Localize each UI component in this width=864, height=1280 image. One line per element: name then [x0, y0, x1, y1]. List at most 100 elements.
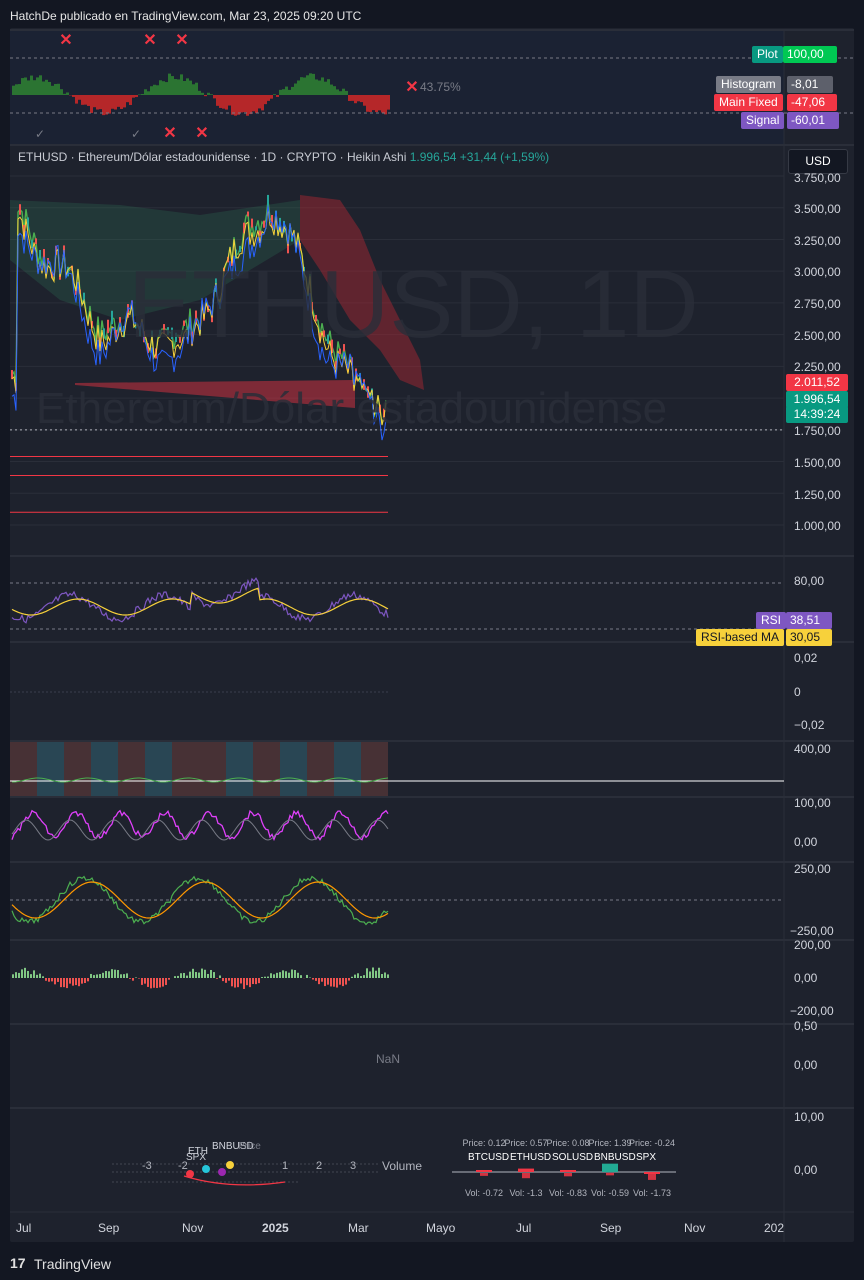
- candle: [147, 343, 149, 354]
- rsi-axis-label: 80,00: [794, 574, 825, 588]
- histogram-bar: [162, 978, 164, 987]
- rsi-value: 38,51: [786, 612, 832, 629]
- histogram-bar: [27, 970, 29, 978]
- currency-button[interactable]: USD: [788, 149, 848, 174]
- panel-background: [10, 940, 784, 1024]
- candle: [247, 211, 249, 217]
- histogram-bar: [147, 978, 149, 987]
- histogram-bar: [366, 95, 369, 112]
- histogram-bar: [273, 94, 276, 95]
- histogram-bar: [375, 95, 378, 113]
- histogram-bar: [102, 972, 104, 978]
- histogram-bar: [69, 978, 71, 984]
- candle: [127, 304, 129, 318]
- legend-histogram-label: Histogram: [716, 76, 781, 93]
- histogram-bar: [60, 89, 63, 95]
- candle: [195, 310, 197, 324]
- candle: [83, 292, 85, 304]
- histogram-bar: [222, 95, 225, 109]
- scatter-tick: -3: [142, 1160, 152, 1172]
- price-axis-label: 3.250,00: [794, 234, 841, 248]
- histogram-bar: [369, 95, 372, 112]
- histogram-bar: [51, 978, 53, 982]
- histogram-bar: [288, 972, 290, 978]
- candle: [115, 329, 117, 338]
- time-axis-label: Sep: [600, 1221, 622, 1235]
- band-block: [91, 742, 118, 796]
- histogram-bar: [168, 73, 171, 95]
- histogram-bar: [306, 974, 308, 978]
- candle: [39, 249, 41, 259]
- histogram-bar: [153, 84, 156, 95]
- histogram-bar: [21, 969, 23, 978]
- histogram-bar: [279, 89, 282, 95]
- histogram-bar: [42, 976, 44, 978]
- histogram-bar: [60, 978, 62, 988]
- histogram-bar: [231, 978, 233, 987]
- histogram-bar: [192, 968, 194, 978]
- scatter-tick: 2: [316, 1160, 323, 1172]
- histogram-bar: [225, 978, 227, 983]
- histogram-bar: [135, 95, 138, 98]
- panel6-axis-label: −250,00: [790, 924, 834, 938]
- histogram-bar: [183, 80, 186, 95]
- histogram-bar: [249, 95, 252, 115]
- histogram-bar: [207, 92, 210, 95]
- histogram-bar: [87, 978, 89, 982]
- publication-text: HatchDe publicado en TradingView.com, Ma…: [10, 9, 362, 23]
- histogram-bar: [318, 978, 320, 985]
- histogram-bar: [45, 978, 47, 981]
- candle: [99, 337, 101, 347]
- histogram-bar: [297, 972, 299, 978]
- candle: [59, 275, 61, 280]
- panel5-axis-label: 0,00: [794, 835, 818, 849]
- histogram-bar: [42, 81, 45, 95]
- histogram-bar: [213, 95, 216, 99]
- histogram-bar: [144, 978, 146, 984]
- histogram-bar: [30, 75, 33, 95]
- histogram-bar: [267, 976, 269, 978]
- symbol-info[interactable]: ETHUSD · Ethereum/Dólar estadounidense ·…: [18, 150, 549, 164]
- histogram-bar: [333, 86, 336, 95]
- band-block: [280, 742, 307, 796]
- histogram-bar: [72, 978, 74, 986]
- histogram-bar: [39, 75, 42, 95]
- histogram-bar: [348, 978, 350, 981]
- histogram-bar: [243, 978, 245, 989]
- histogram-bar: [285, 971, 287, 978]
- candle: [51, 271, 53, 279]
- histogram-bar: [39, 973, 41, 978]
- histogram-bar: [153, 978, 155, 988]
- histogram-bar: [105, 95, 108, 115]
- bar: [476, 1170, 492, 1172]
- histogram-bar: [312, 978, 314, 980]
- bar: [602, 1163, 618, 1172]
- candle: [323, 330, 325, 338]
- candle: [251, 218, 253, 228]
- candle: [95, 338, 97, 345]
- panel4-series: [11, 777, 389, 783]
- candle: [111, 310, 113, 325]
- histogram-bar: [177, 79, 180, 95]
- histogram-bar: [90, 95, 93, 113]
- candle: [331, 339, 333, 354]
- histogram-bar: [363, 975, 365, 978]
- time-axis-label: Jul: [516, 1221, 532, 1235]
- band-block: [307, 742, 334, 796]
- rsi-ma-label: RSI-based MA: [696, 629, 785, 646]
- legend-main-fixed-value: -47,06: [787, 94, 837, 111]
- histogram-bar: [276, 95, 279, 97]
- histogram-bar: [369, 971, 371, 978]
- candle: [255, 226, 257, 231]
- histogram-bar: [345, 90, 348, 95]
- panel6-series: [11, 881, 389, 919]
- histogram-bar: [162, 81, 165, 95]
- histogram-bar: [168, 978, 170, 980]
- band-block: [10, 742, 37, 796]
- histogram-bar: [375, 970, 377, 978]
- price-axis-label: 3.000,00: [794, 265, 841, 279]
- histogram-bar: [63, 93, 66, 95]
- histogram-bar: [27, 80, 30, 95]
- panel5-series: [11, 819, 389, 841]
